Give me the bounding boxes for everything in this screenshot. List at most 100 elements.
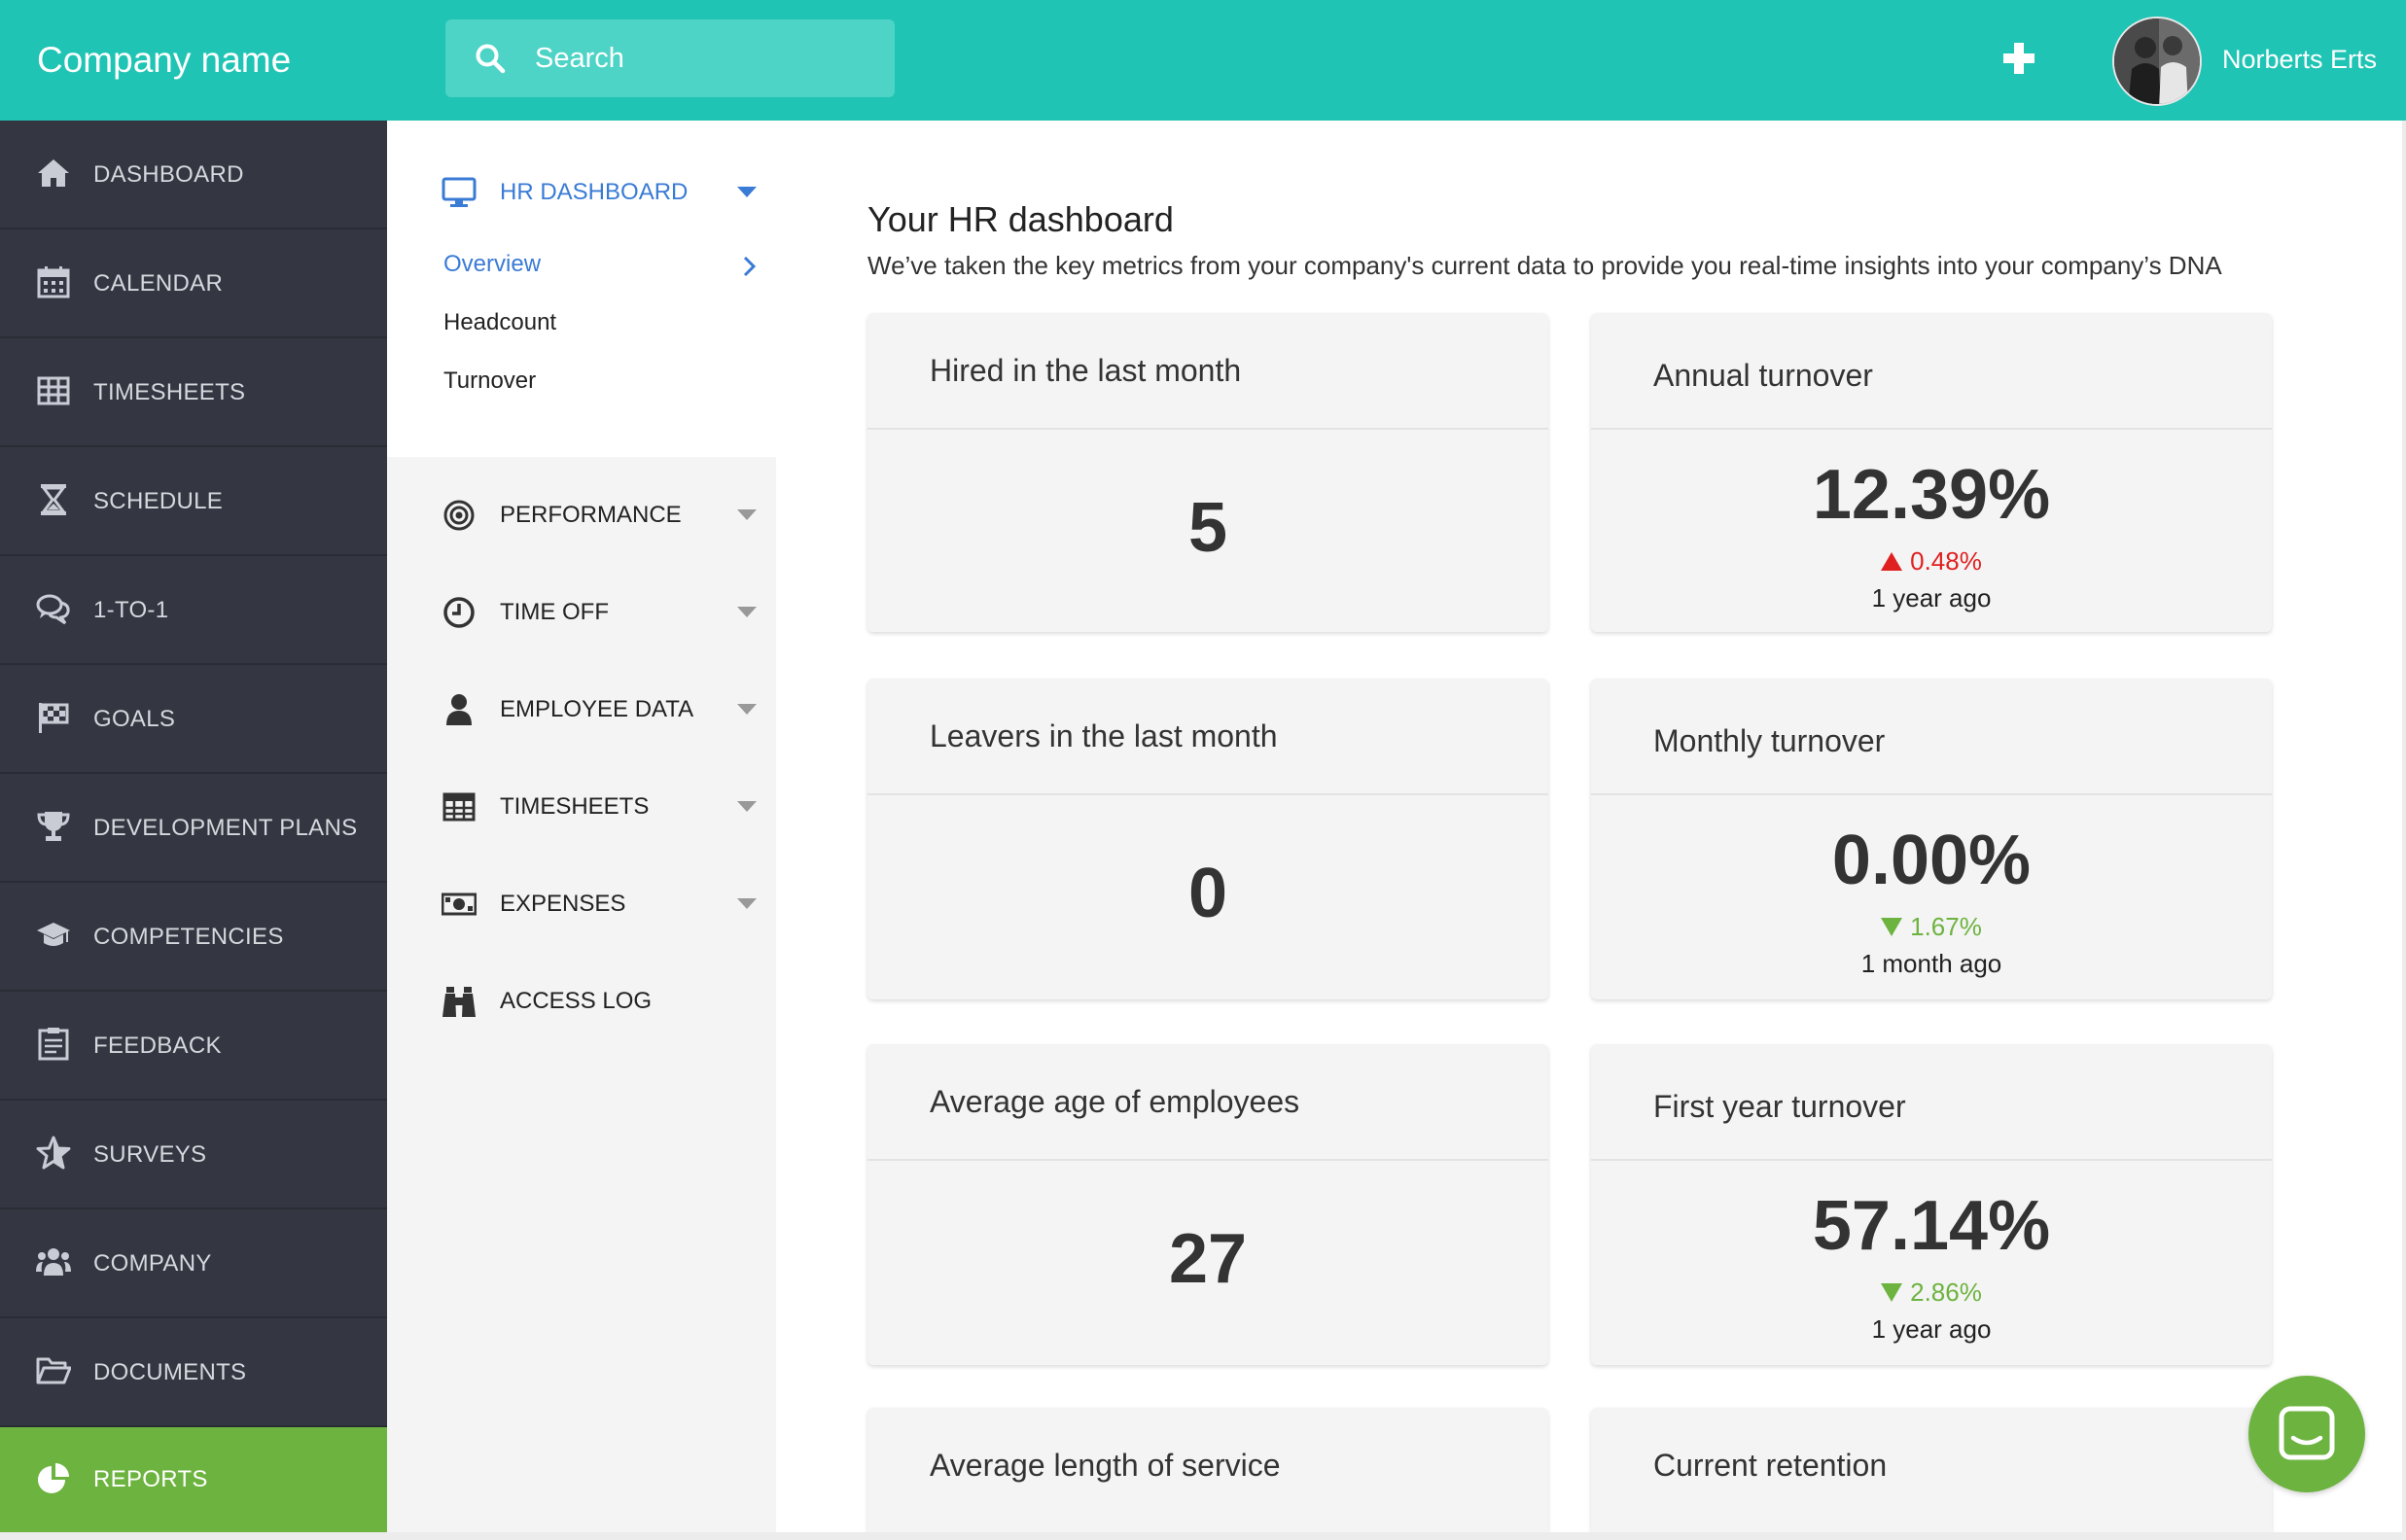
sidebar-item-label: FEEDBACK (93, 1032, 222, 1059)
metric-card-leavers[interactable]: Leavers in the last month 0 (867, 679, 1548, 999)
sidebar-item-documents[interactable]: DOCUMENTS (0, 1318, 387, 1427)
sidebar-item-dashboard[interactable]: DASHBOARD (0, 121, 387, 229)
chat-icon (2279, 1406, 2335, 1460)
subnav-link-overview[interactable]: Overview (443, 251, 542, 277)
card-value: 0 (1187, 855, 1228, 932)
chevron-down-icon (737, 607, 757, 617)
subnav-header-area: HR DASHBOARD Overview Headcount Turnover (387, 121, 776, 457)
sidebar-item-label: 1-TO-1 (93, 597, 169, 623)
subnav-expenses[interactable]: EXPENSES (387, 856, 776, 953)
metric-card-annual-turnover[interactable]: Annual turnover 12.39% 0.48% 1 year ago (1591, 313, 2272, 632)
sidebar-item-goals[interactable]: GOALS (0, 665, 387, 774)
card-title: Average length of service (930, 1448, 1281, 1483)
sidebar-item-company[interactable]: COMPANY (0, 1209, 387, 1318)
metric-card-hired[interactable]: Hired in the last month 5 (867, 313, 1548, 632)
sidebar-item-label: CALENDAR (93, 270, 224, 297)
table-icon (442, 792, 476, 822)
subnav-link-turnover[interactable]: Turnover (443, 368, 537, 394)
subnav-sections: PERFORMANCE TIME OFF EMPLOYEE DATA TIMES… (387, 457, 776, 1540)
card-period: 1 year ago (1871, 583, 1992, 612)
clock-icon (443, 597, 475, 628)
flag-icon (39, 703, 69, 733)
star-icon (36, 1136, 71, 1170)
main-sidebar: DASHBOARD CALENDAR TIMESHEETS SCHEDULE 1… (0, 121, 387, 1540)
graduation-cap-icon (37, 923, 70, 946)
plus-icon[interactable] (1998, 37, 2040, 80)
search-input[interactable] (535, 19, 875, 97)
card-title: Annual turnover (1653, 358, 1873, 393)
page-title: Your HR dashboard (867, 199, 1174, 239)
card-value: 57.14% (1812, 1187, 2051, 1265)
chevron-down-icon (737, 898, 757, 909)
sidebar-item-calendar[interactable]: CALENDAR (0, 229, 387, 338)
subnav-time-off-label: TIME OFF (500, 599, 609, 625)
subnav-employee-data[interactable]: EMPLOYEE DATA (387, 661, 776, 758)
chevron-right-icon (743, 256, 757, 277)
metric-card-monthly-turnover[interactable]: Monthly turnover 0.00% 1.67% 1 month ago (1591, 679, 2272, 999)
sidebar-item-label: SURVEYS (93, 1141, 207, 1168)
subnav-time-off[interactable]: TIME OFF (387, 564, 776, 661)
user-avatar[interactable] (2112, 17, 2202, 106)
card-title: Leavers in the last month (930, 718, 1278, 753)
home-icon (38, 159, 69, 187)
table-icon (37, 376, 70, 405)
metric-card-first-year-turnover[interactable]: First year turnover 57.14% 2.86% 1 year … (1591, 1044, 2272, 1365)
sidebar-item-label: REPORTS (93, 1466, 208, 1492)
sidebar-item-label: COMPANY (93, 1250, 212, 1277)
pie-chart-icon (38, 1463, 69, 1493)
arrow-up-icon (1881, 552, 1903, 571)
sidebar-item-surveys[interactable]: SURVEYS (0, 1101, 387, 1209)
sidebar-item-development-plans[interactable]: DEVELOPMENT PLANS (0, 774, 387, 883)
hourglass-icon (41, 484, 66, 515)
subnav-hr-dashboard[interactable]: HR DASHBOARD (387, 144, 776, 241)
sidebar-item-1-to-1[interactable]: 1-TO-1 (0, 556, 387, 665)
sidebar-item-label: DOCUMENTS (93, 1359, 247, 1385)
sidebar-item-label: DASHBOARD (93, 161, 244, 188)
sidebar-item-label: SCHEDULE (93, 488, 224, 514)
sidebar-item-schedule[interactable]: SCHEDULE (0, 447, 387, 556)
subnav-access-log-label: ACCESS LOG (500, 988, 653, 1014)
trophy-icon (37, 812, 70, 841)
search-icon (476, 44, 506, 74)
card-divider (1591, 1159, 2272, 1161)
subnav-performance[interactable]: PERFORMANCE (387, 467, 776, 564)
chat-bubbles-icon (36, 594, 70, 625)
subnav-performance-label: PERFORMANCE (500, 502, 682, 528)
card-title: Current retention (1653, 1448, 1888, 1483)
subnav-access-log[interactable]: ACCESS LOG (387, 953, 776, 1050)
subnav-employee-data-label: EMPLOYEE DATA (500, 696, 694, 722)
metric-card-current-retention[interactable]: Current retention (1591, 1408, 2272, 1532)
chat-launcher-button[interactable] (2248, 1376, 2365, 1492)
subnav-link-headcount[interactable]: Headcount (443, 309, 557, 335)
page-edge (2402, 121, 2406, 1540)
folder-icon (36, 1357, 71, 1384)
card-value: 0.00% (1831, 822, 2032, 899)
metric-card-average-age[interactable]: Average age of employees 27 (867, 1044, 1548, 1365)
top-bar: Company name Norberts Erts (0, 0, 2406, 121)
metric-card-average-length-of-service[interactable]: Average length of service (867, 1408, 1548, 1532)
card-title: Hired in the last month (930, 353, 1242, 388)
sidebar-item-feedback[interactable]: FEEDBACK (0, 992, 387, 1101)
sidebar-item-label: TIMESHEETS (93, 379, 246, 405)
card-value: 5 (1187, 489, 1228, 567)
sidebar-item-label: COMPETENCIES (93, 924, 284, 950)
card-delta-value: 2.86% (1910, 1278, 1982, 1307)
sidebar-item-competencies[interactable]: COMPETENCIES (0, 883, 387, 992)
search-box[interactable] (445, 19, 895, 97)
sidebar-item-label: DEVELOPMENT PLANS (93, 815, 358, 841)
users-icon (36, 1248, 71, 1276)
card-delta: 2.86% (1591, 1278, 2272, 1308)
card-title: Monthly turnover (1653, 723, 1886, 758)
arrow-down-icon (1881, 1283, 1903, 1302)
card-value: 12.39% (1812, 456, 2051, 534)
card-delta: 1.67% (1591, 912, 2272, 942)
sidebar-item-reports[interactable]: REPORTS (0, 1427, 387, 1532)
sidebar-item-timesheets[interactable]: TIMESHEETS (0, 338, 387, 447)
subnav-timesheets-label: TIMESHEETS (500, 793, 650, 820)
sidebar-item-label: GOALS (93, 706, 176, 732)
company-name[interactable]: Company name (37, 40, 292, 80)
user-name[interactable]: Norberts Erts (2222, 45, 2378, 74)
card-title: Average age of employees (930, 1084, 1300, 1119)
card-divider (867, 793, 1548, 795)
subnav-timesheets[interactable]: TIMESHEETS (387, 758, 776, 856)
